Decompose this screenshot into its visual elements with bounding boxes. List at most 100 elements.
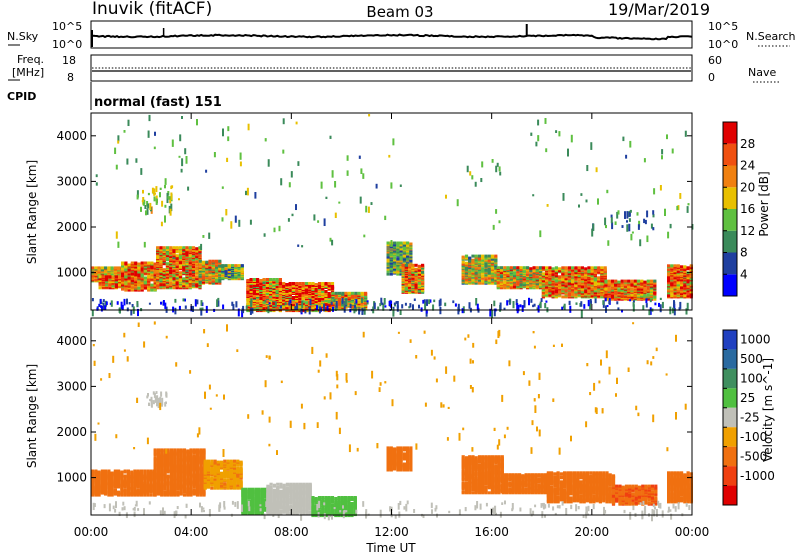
heatmap-speckle: [493, 308, 496, 317]
heatmap-speckle: [382, 303, 385, 311]
heatmap-cell: [561, 280, 565, 284]
heatmap-speckle: [334, 307, 337, 312]
heatmap-speckle: [499, 171, 502, 176]
heatmap-cell: [211, 263, 215, 267]
heatmap-cell: [169, 448, 174, 452]
heatmap-cell: [414, 263, 418, 267]
heatmap-cell: [137, 286, 141, 290]
heatmap-cell: [477, 254, 482, 258]
heatmap-cell: [143, 469, 147, 473]
heatmap-cell: [121, 269, 125, 273]
heatmap-cell: [173, 476, 177, 480]
heatmap-cell: [201, 264, 206, 268]
heatmap-cell: [587, 286, 591, 290]
heatmap-cell: [105, 275, 109, 279]
heatmap-cell: [91, 266, 95, 270]
heatmap-speckle: [361, 297, 363, 303]
heatmap-cell: [298, 290, 302, 293]
heatmap-speckle: [320, 181, 323, 189]
heatmap-cell: [324, 282, 328, 285]
heatmap-cell: [406, 244, 410, 248]
heatmap-cell: [288, 304, 292, 308]
heatmap-cell: [417, 283, 421, 287]
heatmap-cell: [94, 483, 98, 487]
heatmap-cell: [529, 273, 533, 277]
heatmap-speckle: [562, 193, 565, 201]
heatmap-cell: [166, 450, 170, 454]
heatmap-cell: [91, 480, 95, 484]
heatmap-speckle: [687, 203, 690, 206]
heatmap-speckle: [196, 119, 198, 126]
heatmap-cell: [584, 288, 588, 292]
heatmap-cell: [275, 280, 279, 283]
heatmap-speckle: [503, 307, 506, 310]
heatmap-cell: [218, 263, 222, 267]
heatmap-cell: [673, 271, 677, 275]
heatmap-cell: [471, 254, 475, 258]
heatmap-speckle: [120, 301, 123, 310]
heatmap-speckle: [653, 188, 656, 195]
heatmap-cell: [126, 490, 130, 494]
heatmap-cell: [110, 487, 114, 491]
heatmap-cell: [288, 291, 292, 294]
heatmap-speckle: [626, 211, 629, 219]
heatmap-cell: [321, 282, 325, 285]
heatmap-cell: [580, 266, 584, 270]
heatmap-speckle: [368, 114, 371, 117]
heatmap-speckle: [247, 123, 250, 131]
heatmap-cell: [104, 489, 108, 493]
heatmap-cell: [597, 287, 601, 291]
heatmap-speckle: [370, 202, 373, 205]
heatmap-cell: [551, 291, 555, 295]
heatmap-cell: [676, 283, 680, 287]
heatmap-speckle: [329, 135, 332, 139]
heatmap-cell: [640, 292, 644, 296]
heatmap-speckle: [669, 223, 672, 229]
heatmap-cell: [577, 281, 581, 285]
heatmap-cell: [282, 307, 286, 311]
heatmap-cell: [275, 296, 279, 299]
heatmap-cell: [689, 281, 693, 285]
heatmap-cell: [683, 265, 687, 269]
heatmap-cell: [421, 276, 425, 280]
heatmap-speckle: [128, 302, 131, 305]
heatmap-speckle: [594, 298, 597, 304]
heatmap-cell: [126, 485, 130, 489]
heatmap-cell: [169, 246, 173, 250]
heatmap-speckle: [607, 240, 610, 246]
heatmap-speckle: [181, 116, 183, 119]
heatmap-cell: [564, 292, 568, 296]
heatmap-speckle: [153, 146, 156, 150]
heatmap-cell: [474, 254, 478, 258]
heatmap-cell: [404, 263, 408, 267]
heatmap-speckle: [589, 299, 592, 304]
heatmap-cell: [633, 279, 637, 283]
heatmap-speckle: [393, 302, 396, 305]
heatmap-cell: [597, 276, 601, 280]
heatmap-speckle: [126, 298, 128, 305]
heatmap-speckle: [354, 306, 357, 312]
heatmap-cell: [399, 257, 403, 261]
heatmap-cell: [496, 266, 500, 270]
heatmap-cell: [545, 266, 549, 270]
heatmap-speckle: [155, 198, 158, 205]
heatmap-speckle: [115, 231, 118, 239]
heatmap-cell: [101, 275, 105, 279]
nsky-label: N.Sky: [7, 30, 39, 43]
heatmap-cell: [124, 272, 128, 276]
heatmap-cell: [246, 302, 250, 306]
heatmap-cell: [461, 278, 465, 282]
heatmap-cell: [185, 266, 189, 270]
heatmap-cell: [603, 268, 607, 272]
heatmap-cell: [126, 479, 130, 483]
heatmap-cell: [110, 266, 114, 270]
heatmap-speckle: [649, 299, 652, 303]
heatmap-cell: [153, 456, 157, 460]
heatmap-cell: [143, 472, 147, 476]
heatmap-speckle: [178, 305, 181, 311]
heatmap-speckle: [123, 298, 126, 306]
heatmap-speckle: [686, 206, 689, 213]
heatmap-speckle: [672, 307, 675, 314]
heatmap-speckle: [604, 217, 607, 226]
heatmap-speckle: [466, 165, 469, 173]
